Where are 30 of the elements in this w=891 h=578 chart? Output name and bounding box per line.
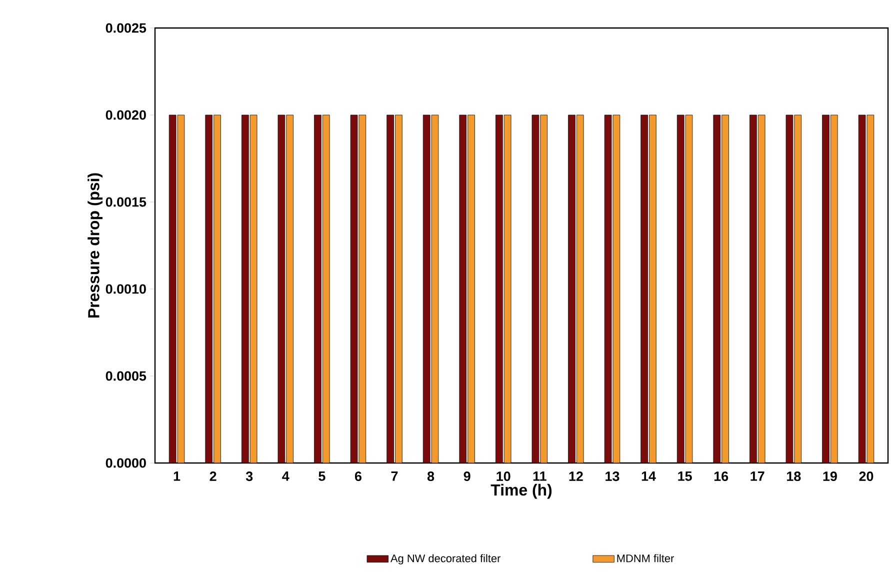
x-tick-label: 3 [246,472,253,482]
x-tick-label: 11 [533,472,546,481]
x-tick-label: 10 [496,472,510,482]
x-tick-label: 4 [282,472,290,481]
x-tick-label: 12 [569,472,583,481]
legend-label: Ag NW decorated filter [390,554,501,564]
y-tick-label: 0.0010 [106,284,146,294]
x-tick-label: 16 [714,472,728,482]
x-tick-label: 9 [464,472,470,482]
x-tick-label: 20 [859,472,874,482]
x-tick-label: 2 [210,472,216,481]
legend-label: MDNM filter [617,554,674,562]
y-tick-label: 0.0020 [106,110,146,120]
x-tick-label: 7 [391,472,398,481]
x-tick-label: 14 [642,472,656,481]
x-tick-label: 5 [318,472,326,481]
y-axis-title: Pressure drop (psi) [88,173,103,318]
x-tick-label: 18 [787,472,801,482]
x-tick-label: 13 [606,472,620,482]
x-tick-label: 17 [750,472,764,481]
x-tick-label: 6 [354,472,362,482]
x-tick-label: 19 [823,472,837,482]
x-tick-label: 15 [678,472,692,481]
y-tick-label: 0.0000 [106,458,146,468]
x-axis-title: Time (h) [490,484,552,499]
y-tick-label: 0.0005 [106,371,146,381]
x-tick-label: 8 [427,472,434,482]
x-tick-label: 1 [174,472,180,481]
y-tick-label: 0.0025 [106,23,146,33]
y-tick-label: 0.0015 [106,197,146,207]
